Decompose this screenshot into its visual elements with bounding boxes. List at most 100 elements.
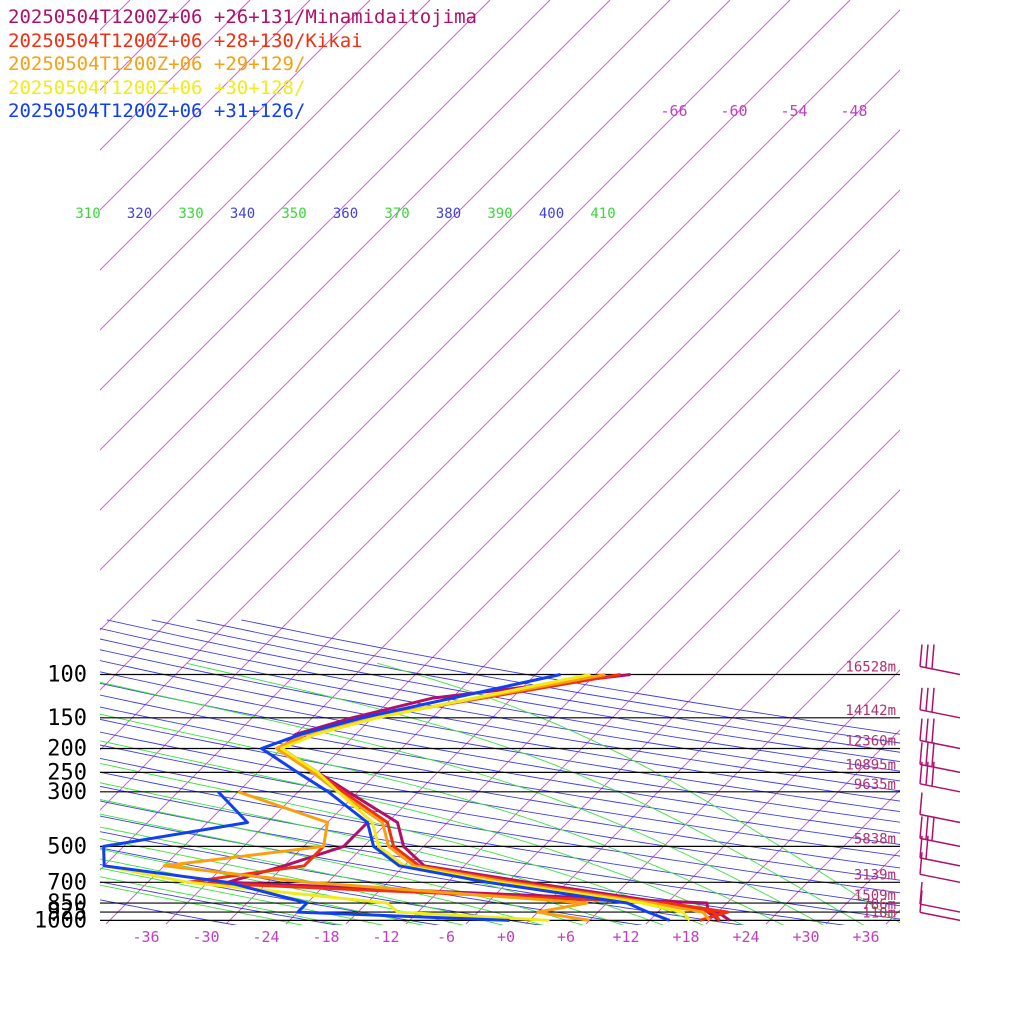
pressure-tick-label: 150 — [47, 706, 87, 731]
theta-label: 380 — [436, 206, 461, 222]
height-label: 9635m — [854, 777, 896, 793]
height-label: 3139m — [854, 867, 896, 883]
wind-barb-feather — [931, 816, 935, 841]
temperature-tick-label: +24 — [732, 928, 759, 946]
wind-barb-feather — [919, 687, 923, 710]
dry-adiabat — [100, 627, 900, 772]
theta-label: 340 — [230, 206, 255, 222]
legend: 20250504T1200Z+06 +26+131/Minamidaitojim… — [8, 6, 477, 124]
moist-adiabat — [100, 867, 384, 925]
legend-item: 20250504T1200Z+06 +26+131/Minamidaitojim… — [8, 6, 477, 28]
height-label: 1509m — [854, 888, 896, 904]
temperature-tick-label: -36 — [132, 928, 159, 946]
dry-adiabat — [100, 881, 340, 925]
wind-barb-feather — [919, 718, 923, 741]
moist-adiabat — [100, 884, 304, 925]
dry-adiabat — [100, 771, 900, 907]
temperature-tick-label: -18 — [312, 928, 339, 946]
wind-barb-feather — [919, 761, 923, 784]
isotherm-line — [645, 669, 900, 925]
isotherm-line — [585, 609, 900, 925]
isotherm-line — [100, 0, 611, 511]
temperature-tick-label: +12 — [612, 928, 639, 946]
isotherm-line — [100, 69, 900, 871]
moist-adiabat — [100, 858, 424, 925]
wind-barb — [919, 873, 961, 884]
moist-adiabat — [100, 876, 344, 925]
dry-adiabat — [100, 671, 900, 813]
wind-barb-feather — [931, 742, 935, 767]
wind-barb-feather — [919, 816, 923, 839]
temperature-tick-label: +18 — [672, 928, 699, 946]
isotherm-line — [100, 0, 851, 751]
dry-adiabat — [100, 649, 900, 792]
wind-barb — [919, 813, 961, 824]
wind-barb-feather — [931, 687, 935, 712]
temperature-tick-label: -12 — [372, 928, 399, 946]
pressure-tick-label: 700 — [47, 870, 87, 895]
isotherm-line — [105, 129, 900, 925]
theta-label: 320 — [127, 206, 152, 222]
wind-barb — [919, 709, 961, 719]
dry-adiabat — [100, 682, 900, 823]
dry-adiabat — [100, 899, 238, 925]
temperature-profile — [260, 673, 671, 922]
isotherm-line — [100, 9, 900, 811]
wind-barb — [919, 783, 961, 793]
moist-adiabat — [100, 813, 584, 925]
isotherm-line — [100, 0, 371, 271]
theta-label: 410 — [590, 206, 615, 222]
wind-barb-feather — [919, 852, 923, 875]
wind-barb-feather — [931, 761, 935, 786]
temperature-tick-label: +0 — [497, 928, 515, 946]
wind-barb — [919, 739, 961, 750]
theta-label: 390 — [487, 206, 512, 222]
height-label: 786m — [862, 897, 896, 913]
wind-barb-feather — [919, 792, 923, 815]
isotherm-top-label: -66 — [660, 102, 687, 120]
isotherm-line — [100, 0, 551, 451]
dry-adiabat — [100, 706, 900, 845]
isotherm-line — [100, 0, 791, 691]
dry-adiabat — [100, 815, 745, 925]
pressure-tick-label: 100 — [47, 663, 87, 688]
temperature-tick-label: -24 — [252, 928, 279, 946]
isotherm-top-label: -60 — [720, 102, 747, 120]
isotherm-line — [100, 0, 191, 91]
wind-barb-feather — [925, 644, 929, 668]
legend-item: 20250504T1200Z+06 +29+129/ — [8, 53, 306, 76]
legend-item: 20250504T1200Z+06 +28+130/Kikai — [8, 29, 363, 52]
wind-barb — [919, 763, 961, 774]
isotherm-line — [225, 249, 900, 925]
wind-barb-feather — [919, 644, 923, 667]
legend-item: 20250504T1200Z+06 +31+126/ — [8, 100, 306, 123]
wind-barb-feather — [919, 835, 923, 858]
height-label: 14142m — [845, 703, 896, 719]
dry-adiabat — [100, 785, 900, 920]
wind-barb-feather — [919, 742, 923, 765]
pressure-tick-label: 1000 — [34, 908, 87, 933]
pressure-tick-label: 850 — [47, 891, 87, 916]
temperature-profile — [280, 673, 691, 922]
isotherm-top-label: -54 — [780, 102, 807, 120]
wind-barb-feather — [925, 761, 929, 785]
temperature-tick-label: -30 — [192, 928, 219, 946]
isotherm-line — [100, 0, 431, 331]
moist-adiabat — [100, 713, 785, 925]
theta-label: 330 — [178, 206, 203, 222]
isotherm-line — [705, 729, 900, 925]
wind-barb — [919, 911, 961, 922]
dry-adiabat — [100, 864, 441, 925]
wind-barb — [919, 857, 961, 867]
height-label: 10895m — [845, 757, 896, 773]
moist-adiabat — [100, 848, 464, 925]
wind-barb-feather — [919, 882, 923, 905]
dry-adiabat — [100, 731, 900, 869]
isotherm-line — [285, 309, 900, 925]
isotherm-line — [100, 0, 491, 391]
theta-label: 400 — [539, 206, 564, 222]
dewpoint-profile — [162, 790, 590, 922]
temperature-tick-label: +6 — [557, 928, 575, 946]
isotherm-line — [885, 909, 900, 925]
